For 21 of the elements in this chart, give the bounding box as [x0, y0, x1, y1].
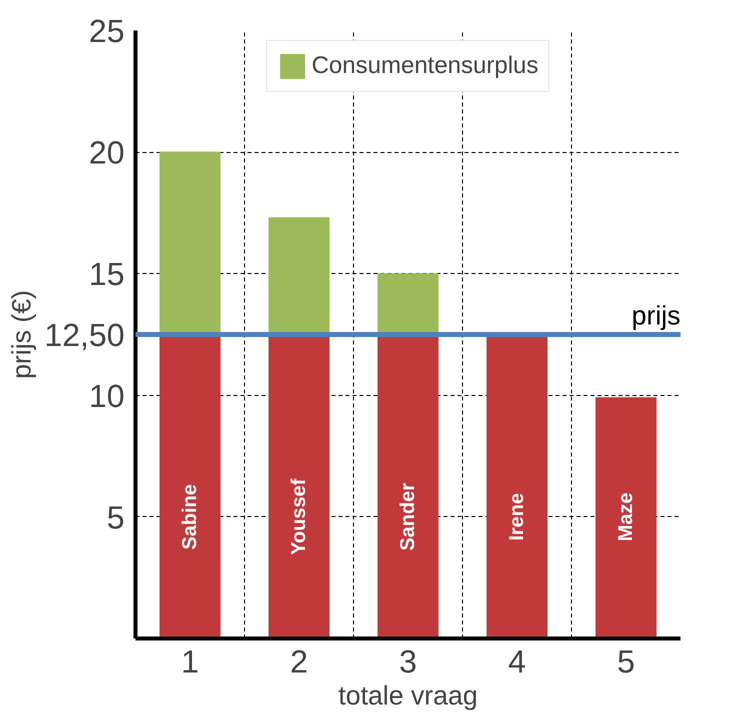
y-tick-label: 10	[88, 378, 124, 414]
annotation: Irene	[506, 492, 528, 541]
bar	[596, 397, 656, 638]
y-tick-label: 25	[88, 13, 124, 49]
annotation: Sabine	[179, 484, 201, 550]
y-tick-label: 12,50	[44, 317, 124, 353]
ref-line-label: prijs	[632, 300, 680, 330]
x-tick-label: 4	[508, 644, 526, 680]
x-tick-label: 3	[399, 644, 417, 680]
legend-label: Consumentensurplus	[312, 52, 538, 80]
annotation: Youssef	[288, 478, 310, 556]
x-tick-label: 5	[617, 644, 635, 680]
annotation: Sander	[397, 482, 419, 551]
y-tick-label: 15	[88, 256, 124, 292]
annotation: Maze	[615, 492, 637, 542]
y-tick-label: 5	[106, 499, 124, 536]
x-tick-label: 1	[181, 644, 199, 680]
x-axis-title: totale vraag	[338, 680, 478, 710]
x-tick-label: 2	[290, 644, 308, 680]
y-tick-label: 20	[88, 134, 124, 171]
y-axis-title: prijs (€)	[6, 290, 36, 379]
